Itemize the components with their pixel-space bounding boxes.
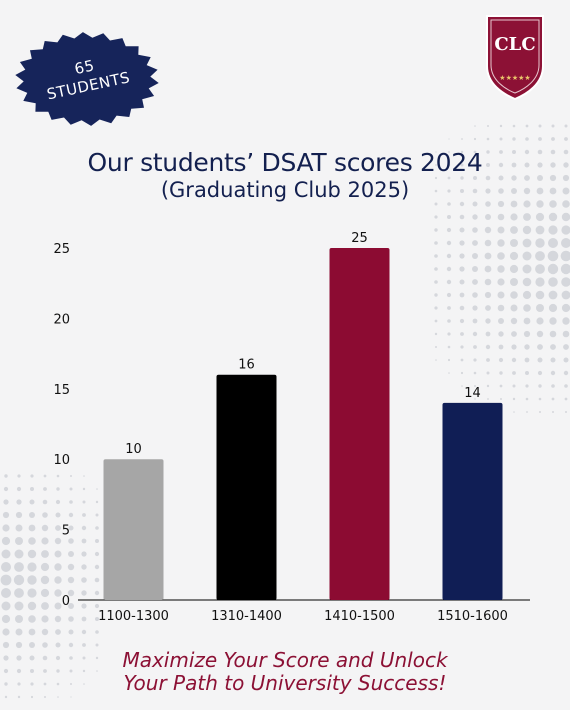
y-tick-label: 15 bbox=[53, 383, 70, 398]
bar bbox=[329, 248, 390, 600]
halftone-dot bbox=[487, 125, 489, 127]
halftone-dot bbox=[447, 215, 451, 219]
halftone-dot bbox=[70, 696, 72, 698]
halftone-dot bbox=[486, 137, 490, 141]
halftone-dot bbox=[472, 201, 478, 207]
halftone-dot bbox=[68, 642, 74, 648]
x-axis-labels: 1100-1300 1310-1400 1410-1500 1510-1600 bbox=[98, 609, 508, 624]
x-tick-label: 1310-1400 bbox=[211, 609, 282, 624]
halftone-dot bbox=[447, 202, 451, 206]
halftone-dot bbox=[525, 137, 529, 141]
y-tick-label: 5 bbox=[62, 524, 70, 539]
bar-value-label: 16 bbox=[238, 358, 255, 373]
halftone-dot bbox=[17, 695, 21, 699]
tagline-line-1: Maximize Your Score and Unlock bbox=[122, 648, 448, 672]
halftone-dot bbox=[538, 124, 542, 128]
bar-chart: 0 5 10 15 20 25 10 16 25 14 1100-1300 1310-1400 14… bbox=[53, 231, 530, 624]
halftone-dot bbox=[4, 695, 8, 699]
halftone-dot bbox=[57, 696, 59, 698]
y-axis-ticks: 0 5 10 15 20 25 bbox=[53, 242, 70, 609]
halftone-dot bbox=[459, 201, 465, 207]
bar bbox=[103, 459, 164, 600]
halftone-dot bbox=[551, 137, 555, 141]
bars: 10 16 25 14 bbox=[103, 231, 503, 600]
shield-icon: ★★★★★ bbox=[486, 15, 544, 101]
halftone-dot bbox=[499, 124, 503, 128]
halftone-dot bbox=[499, 137, 503, 141]
halftone-dot bbox=[512, 124, 516, 128]
bar-value-label: 10 bbox=[125, 442, 142, 457]
halftone-dot bbox=[512, 137, 516, 141]
chart-title: Our students’ DSAT scores 2024 bbox=[87, 148, 483, 177]
halftone-dot bbox=[42, 642, 48, 648]
y-tick-label: 10 bbox=[53, 453, 70, 468]
halftone-dot bbox=[564, 124, 568, 128]
halftone-dot bbox=[564, 137, 568, 141]
halftone-dot bbox=[434, 202, 438, 206]
clc-logo: ★★★★★ CLC bbox=[485, 14, 545, 101]
halftone-dot bbox=[525, 124, 529, 128]
halftone-dot bbox=[472, 214, 478, 220]
logo-text: CLC bbox=[494, 34, 536, 55]
student-count-badge: 65 STUDENTS bbox=[12, 24, 162, 134]
y-tick-label: 20 bbox=[53, 312, 70, 327]
halftone-dot bbox=[474, 125, 476, 127]
halftone-dot bbox=[30, 695, 34, 699]
halftone-dot bbox=[459, 214, 465, 220]
halftone-dot bbox=[461, 138, 463, 140]
badge-seal-shape bbox=[15, 32, 159, 126]
logo-stars: ★★★★★ bbox=[499, 74, 530, 82]
halftone-dot bbox=[485, 201, 491, 207]
y-tick-label: 0 bbox=[62, 594, 70, 609]
x-tick-label: 1100-1300 bbox=[98, 609, 169, 624]
bar bbox=[442, 402, 503, 600]
halftone-dot bbox=[95, 630, 99, 634]
halftone-dot bbox=[82, 643, 86, 647]
halftone-dot bbox=[448, 138, 450, 140]
chart-subtitle: (Graduating Club 2025) bbox=[160, 178, 410, 202]
halftone-dot bbox=[551, 124, 555, 128]
halftone-dot bbox=[95, 643, 99, 647]
x-tick-label: 1510-1600 bbox=[437, 609, 508, 624]
bar-value-label: 14 bbox=[464, 386, 481, 401]
halftone-dot bbox=[68, 629, 74, 635]
halftone-dot bbox=[55, 642, 61, 648]
tagline-line-2: Your Path to University Success! bbox=[123, 671, 447, 695]
bar-value-label: 25 bbox=[351, 231, 368, 246]
halftone-dot bbox=[44, 696, 46, 698]
y-tick-label: 25 bbox=[53, 242, 70, 257]
halftone-dot bbox=[538, 137, 542, 141]
halftone-dot bbox=[81, 629, 87, 635]
x-tick-label: 1410-1500 bbox=[324, 609, 395, 624]
bar bbox=[216, 374, 277, 600]
halftone-dot bbox=[434, 215, 438, 219]
halftone-dot bbox=[473, 137, 477, 141]
